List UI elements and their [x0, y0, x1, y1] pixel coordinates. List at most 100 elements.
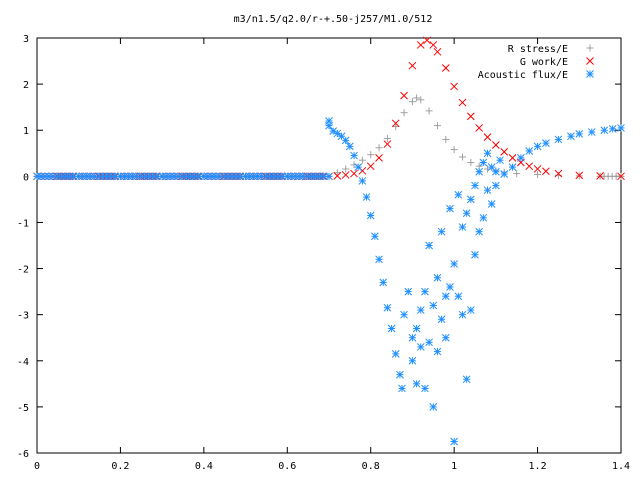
x-tick-label: 0.2 — [111, 461, 129, 472]
data-point — [475, 124, 484, 132]
y-tick-label: 0 — [23, 172, 29, 183]
data-point — [500, 148, 509, 156]
data-point — [392, 123, 400, 131]
data-point — [375, 154, 383, 162]
y-tick-label: 3 — [23, 34, 29, 45]
y-tick-label: 2 — [23, 80, 29, 91]
data-point — [466, 112, 475, 121]
data-point — [421, 287, 429, 296]
legend-label: G work/E — [520, 57, 568, 68]
data-point — [429, 41, 438, 49]
data-point — [575, 130, 584, 138]
data-point — [496, 156, 504, 165]
data-point — [508, 163, 517, 171]
data-point — [325, 121, 333, 130]
data-point — [367, 151, 375, 159]
data-point — [450, 437, 458, 446]
data-point — [466, 306, 475, 314]
data-point — [433, 122, 441, 130]
data-point — [366, 162, 375, 171]
data-point — [471, 250, 479, 259]
data-point — [617, 124, 625, 132]
data-point — [483, 149, 492, 158]
data-point — [487, 200, 496, 208]
data-point — [483, 186, 492, 195]
data-point — [416, 306, 425, 314]
data-point — [333, 169, 341, 177]
data-point — [433, 47, 442, 56]
data-point — [383, 135, 391, 143]
data-point — [350, 169, 358, 178]
y-tick-label: 1 — [23, 126, 29, 137]
data-point — [500, 170, 509, 178]
data-point — [383, 140, 392, 148]
data-point — [341, 136, 350, 145]
data-point — [517, 154, 525, 162]
data-point — [441, 64, 450, 72]
data-point — [458, 310, 467, 319]
x-tick-label: 0.8 — [362, 461, 380, 472]
data-point — [429, 301, 438, 310]
data-point — [454, 190, 463, 199]
data-point — [429, 403, 438, 411]
data-point — [475, 167, 484, 176]
data-point — [441, 292, 450, 301]
data-point — [475, 227, 484, 236]
x-tick-label: 0 — [34, 461, 40, 472]
data-point — [450, 82, 458, 91]
legend-marker — [586, 44, 594, 52]
data-point — [333, 172, 342, 180]
data-point — [479, 158, 488, 167]
data-point — [471, 181, 479, 190]
data-point — [358, 177, 367, 185]
data-point — [542, 167, 550, 176]
data-point — [412, 324, 421, 333]
y-tick-label: -4 — [17, 357, 29, 368]
data-point — [575, 171, 584, 180]
data-point — [408, 333, 417, 342]
axes: 0 0.2 0.4 0.6 0.8 1 1.2 1.4 -6 -5 -4 -3 -2 -1 0 1 2 3 — [17, 34, 630, 472]
data-point — [479, 213, 488, 222]
data-point — [433, 347, 442, 356]
data-point — [375, 144, 383, 152]
data-point — [416, 343, 425, 351]
legend: R stress/E G work/E Acoustic flux/E — [478, 44, 594, 81]
data-point — [454, 292, 463, 301]
data-point — [508, 154, 517, 162]
data-point — [513, 170, 521, 178]
data-point — [534, 170, 542, 178]
data-point — [400, 109, 408, 117]
data-point — [467, 159, 475, 166]
data-point — [342, 165, 350, 173]
data-point — [416, 41, 425, 49]
data-point — [413, 94, 421, 102]
data-point — [350, 151, 358, 160]
x-tick-label: 1.4 — [612, 461, 630, 472]
data-point — [462, 375, 471, 384]
data-point — [458, 153, 466, 161]
data-point — [596, 172, 604, 180]
data-point — [325, 172, 333, 181]
data-point — [375, 255, 383, 264]
data-point — [421, 384, 429, 393]
x-tick-label: 0.4 — [195, 461, 213, 472]
data-point — [379, 278, 388, 287]
data-point — [433, 273, 442, 282]
data-point — [608, 124, 617, 133]
data-point — [423, 36, 431, 45]
data-point — [358, 156, 366, 164]
data-point — [533, 142, 542, 151]
data-point — [483, 133, 492, 141]
data-point — [346, 142, 354, 151]
data-point — [371, 232, 379, 241]
data-point — [425, 107, 433, 115]
data-point — [492, 181, 500, 190]
legend-label: Acoustic flux/E — [478, 70, 568, 81]
data-point — [362, 193, 371, 201]
data-point — [587, 128, 596, 136]
data-point — [383, 303, 392, 312]
data-point — [554, 135, 563, 144]
data-point — [354, 163, 363, 171]
data-point — [400, 310, 408, 319]
